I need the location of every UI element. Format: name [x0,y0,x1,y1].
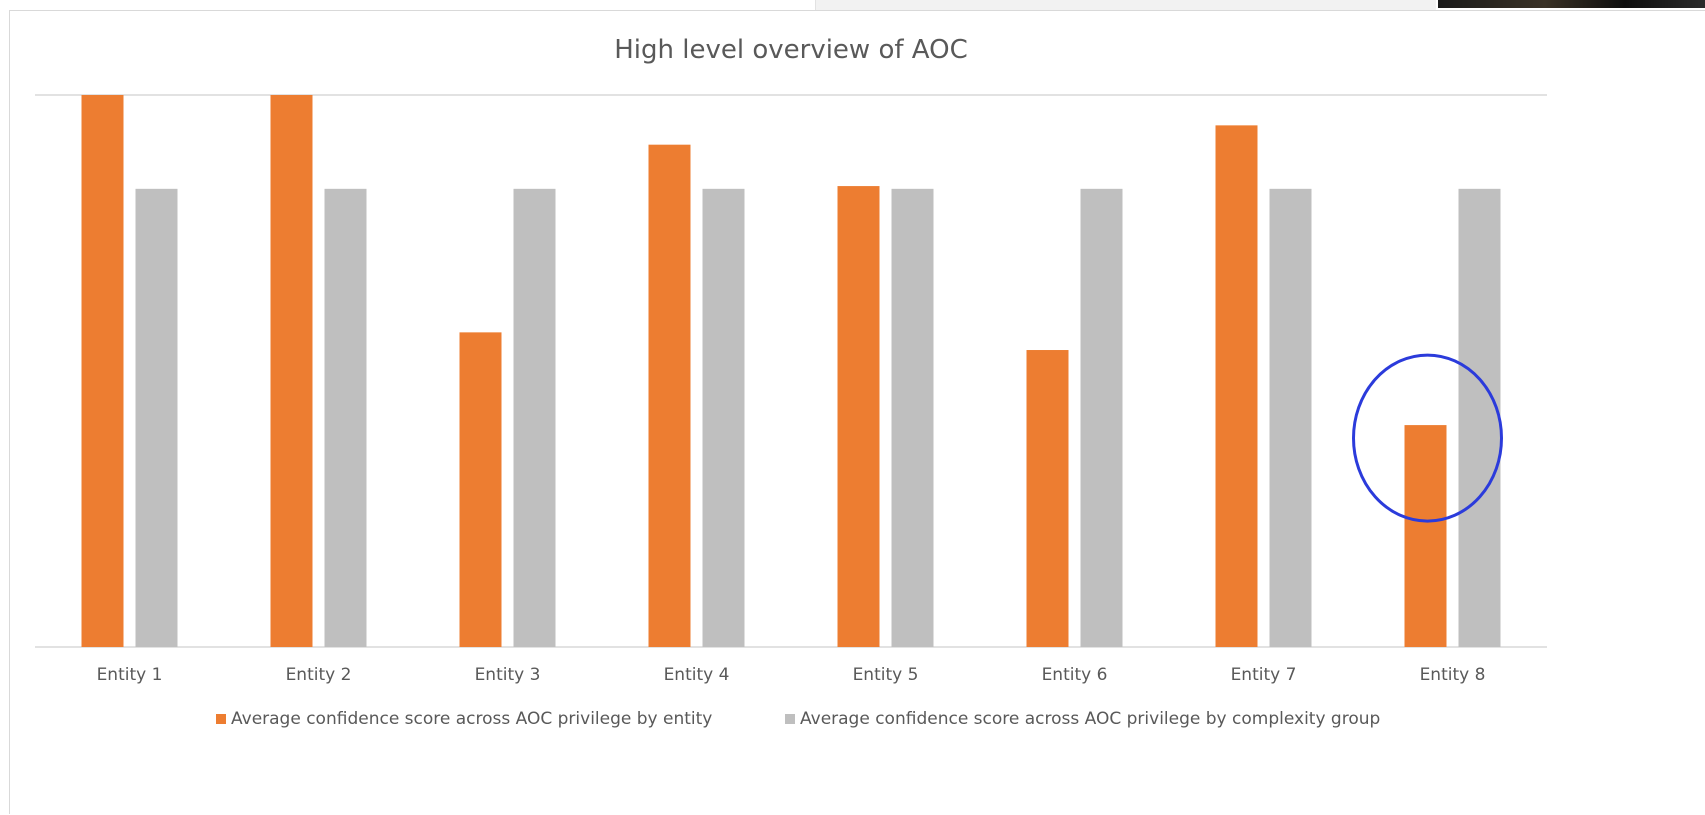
highlight-circle [1352,353,1503,523]
legend: Average confidence score across AOC priv… [216,709,1380,729]
corner-video-thumbnail [1438,0,1705,8]
bar-complexity-2 [324,188,367,647]
gridlines [35,94,1547,648]
bar-complexity-3 [513,188,556,647]
annotations [1352,353,1503,523]
bar-chart: High level overview of AOC Entity 1 Entit… [35,35,1547,729]
bar-entity-1 [81,95,124,647]
x-tick-label-7: Entity 7 [1231,665,1297,685]
legend-label-2: Average confidence score across AOC priv… [800,709,1380,729]
x-tick-label-6: Entity 6 [1042,665,1108,685]
bar-entity-2 [270,95,313,647]
background-window-strip [815,0,1436,10]
bar-complexity-7 [1269,188,1312,647]
bar-complexity-6 [1080,188,1123,647]
x-tick-label-3: Entity 3 [475,665,541,685]
bar-entity-7 [1215,125,1258,648]
x-tick-label-8: Entity 8 [1420,665,1486,685]
chart-frame: High level overview of AOC Entity 1 Entit… [9,10,1705,814]
bars [81,95,1501,648]
bar-entity-5 [837,186,880,647]
chart-title: High level overview of AOC [614,35,968,65]
x-tick-label-5: Entity 5 [853,665,919,685]
bar-complexity-1 [135,188,178,647]
bar-complexity-5 [891,188,934,647]
bar-entity-4 [648,144,691,647]
bar-entity-8 [1404,425,1447,647]
x-tick-label-4: Entity 4 [664,665,730,685]
legend-label-1: Average confidence score across AOC priv… [231,709,712,729]
x-tick-label-1: Entity 1 [97,665,163,685]
bar-complexity-4 [702,188,745,647]
bar-complexity-8 [1458,188,1501,647]
x-tick-label-2: Entity 2 [286,665,352,685]
x-axis-ticks: Entity 1 Entity 2 Entity 3 Entity 4 Entity 5… [97,665,1486,685]
legend-swatch-2 [785,714,795,724]
legend-swatch-1 [216,714,226,724]
bar-entity-3 [459,332,502,647]
bar-entity-6 [1026,350,1069,647]
